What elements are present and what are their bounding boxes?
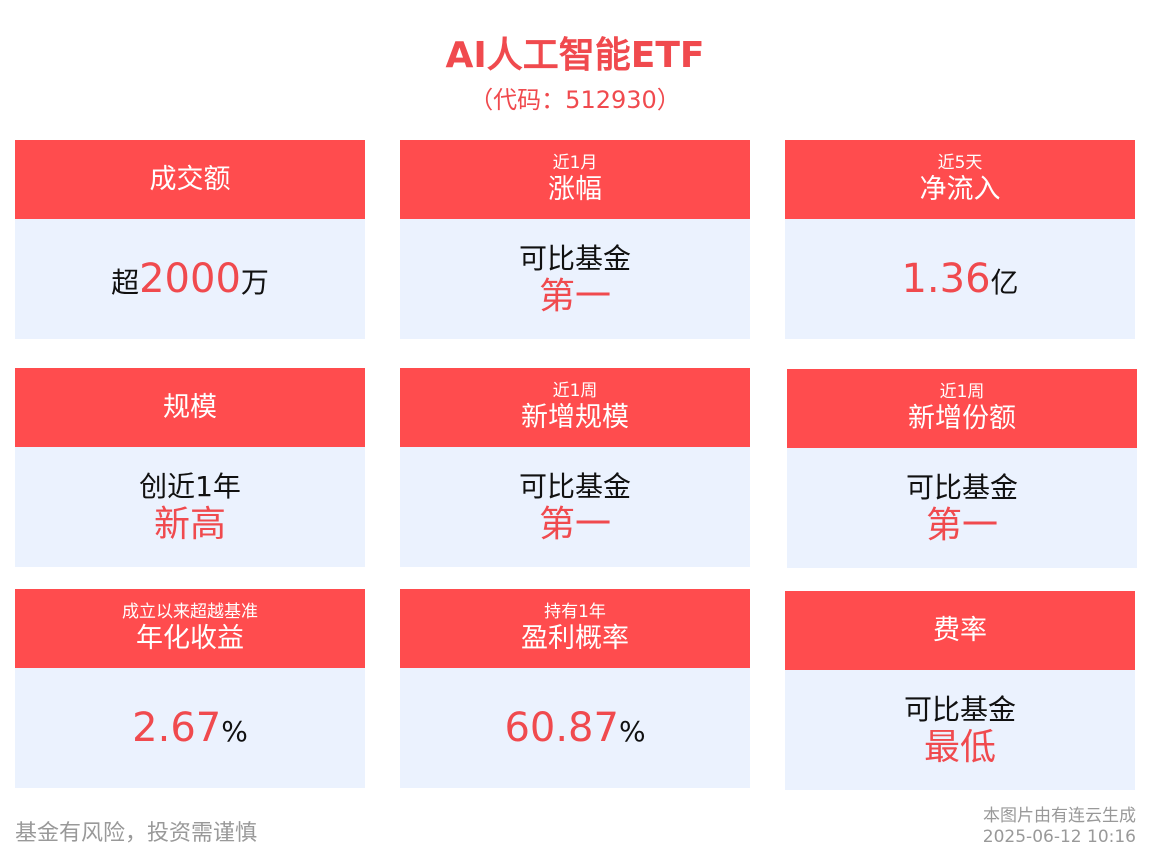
fund-code: （代码：512930） xyxy=(469,86,681,114)
risk-disclaimer: 基金有风险，投资需谨慎 xyxy=(15,821,258,846)
card-line1: 可比基金 xyxy=(518,470,631,503)
card-body: 可比基金 第一 xyxy=(400,447,750,567)
card-body: 1.36亿 xyxy=(785,219,1135,339)
metric-card: 成立以来超越基准 年化收益 2.67% xyxy=(15,589,365,788)
card-value: 2.67 xyxy=(132,705,222,751)
card-qualifier: 持有1年 xyxy=(544,601,606,622)
card-line1: 可比基金 xyxy=(905,471,1018,504)
card-highlight: 新高 xyxy=(153,504,226,545)
card-header: 持有1年 盈利概率 xyxy=(400,589,750,668)
card-value: 2000 xyxy=(139,256,241,302)
card-highlight: 第一 xyxy=(925,505,998,546)
card-header: 近1月 涨幅 xyxy=(400,140,750,219)
metric-card: 近5天 净流入 1.36亿 xyxy=(785,140,1135,339)
metric-card: 近1周 新增份额 可比基金 第一 xyxy=(787,369,1137,568)
card-header: 成立以来超越基准 年化收益 xyxy=(15,589,365,668)
card-qualifier: 成立以来超越基准 xyxy=(122,601,258,622)
card-qualifier: 近5天 xyxy=(937,152,983,173)
value-unit: % xyxy=(221,715,248,748)
card-body: 超2000万 xyxy=(15,219,365,339)
card-body: 可比基金 第一 xyxy=(400,219,750,339)
card-title: 成交额 xyxy=(149,163,231,195)
generated-by: 本图片由有连云生成 xyxy=(983,806,1136,826)
card-line1: 创近1年 xyxy=(139,470,241,503)
value-unit: 亿 xyxy=(990,266,1019,299)
card-qualifier: 近1周 xyxy=(939,381,985,402)
card-title: 新增规模 xyxy=(521,401,629,433)
card-body: 60.87% xyxy=(400,668,750,788)
card-highlight: 最低 xyxy=(923,727,996,768)
card-title: 年化收益 xyxy=(136,622,244,654)
card-header: 成交额 xyxy=(15,140,365,219)
card-header: 近5天 净流入 xyxy=(785,140,1135,219)
card-title: 盈利概率 xyxy=(521,622,629,654)
card-title: 费率 xyxy=(933,614,987,646)
card-highlight: 第一 xyxy=(538,504,611,545)
metric-card: 持有1年 盈利概率 60.87% xyxy=(400,589,750,788)
card-title: 规模 xyxy=(163,391,217,423)
metric-card: 近1月 涨幅 可比基金 第一 xyxy=(400,140,750,339)
page-title: AI人工智能ETF xyxy=(445,35,705,76)
card-line1: 可比基金 xyxy=(903,693,1016,726)
value-unit: 万 xyxy=(240,266,269,299)
card-body: 2.67% xyxy=(15,668,365,788)
card-value: 60.87 xyxy=(504,705,619,751)
card-header: 规模 xyxy=(15,368,365,447)
card-header: 费率 xyxy=(785,591,1135,670)
card-title: 净流入 xyxy=(919,173,1001,205)
card-title: 涨幅 xyxy=(548,173,602,205)
value-unit: % xyxy=(618,715,646,748)
card-body: 可比基金 第一 xyxy=(787,448,1137,568)
metric-card: 近1周 新增规模 可比基金 第一 xyxy=(400,368,750,567)
card-header: 近1周 新增规模 xyxy=(400,368,750,447)
card-value: 1.36 xyxy=(901,256,991,302)
card-header: 近1周 新增份额 xyxy=(787,369,1137,448)
card-line1: 可比基金 xyxy=(518,242,631,275)
card-title: 新增份额 xyxy=(908,402,1016,434)
generated-note: 本图片由有连云生成 2025-06-12 10:16 xyxy=(983,806,1136,848)
card-body: 创近1年 新高 xyxy=(15,447,365,567)
card-qualifier: 近1周 xyxy=(552,380,598,401)
metric-card: 规模创近1年 新高 xyxy=(15,368,365,567)
card-highlight: 第一 xyxy=(538,276,611,317)
card-body: 可比基金 最低 xyxy=(785,670,1135,790)
value-prefix: 超 xyxy=(111,266,140,299)
metric-card: 费率 可比基金 最低 xyxy=(785,591,1135,790)
card-qualifier: 近1月 xyxy=(552,152,598,173)
metric-card: 成交额超2000万 xyxy=(15,140,365,339)
timestamp: 2025-06-12 10:16 xyxy=(982,827,1136,847)
